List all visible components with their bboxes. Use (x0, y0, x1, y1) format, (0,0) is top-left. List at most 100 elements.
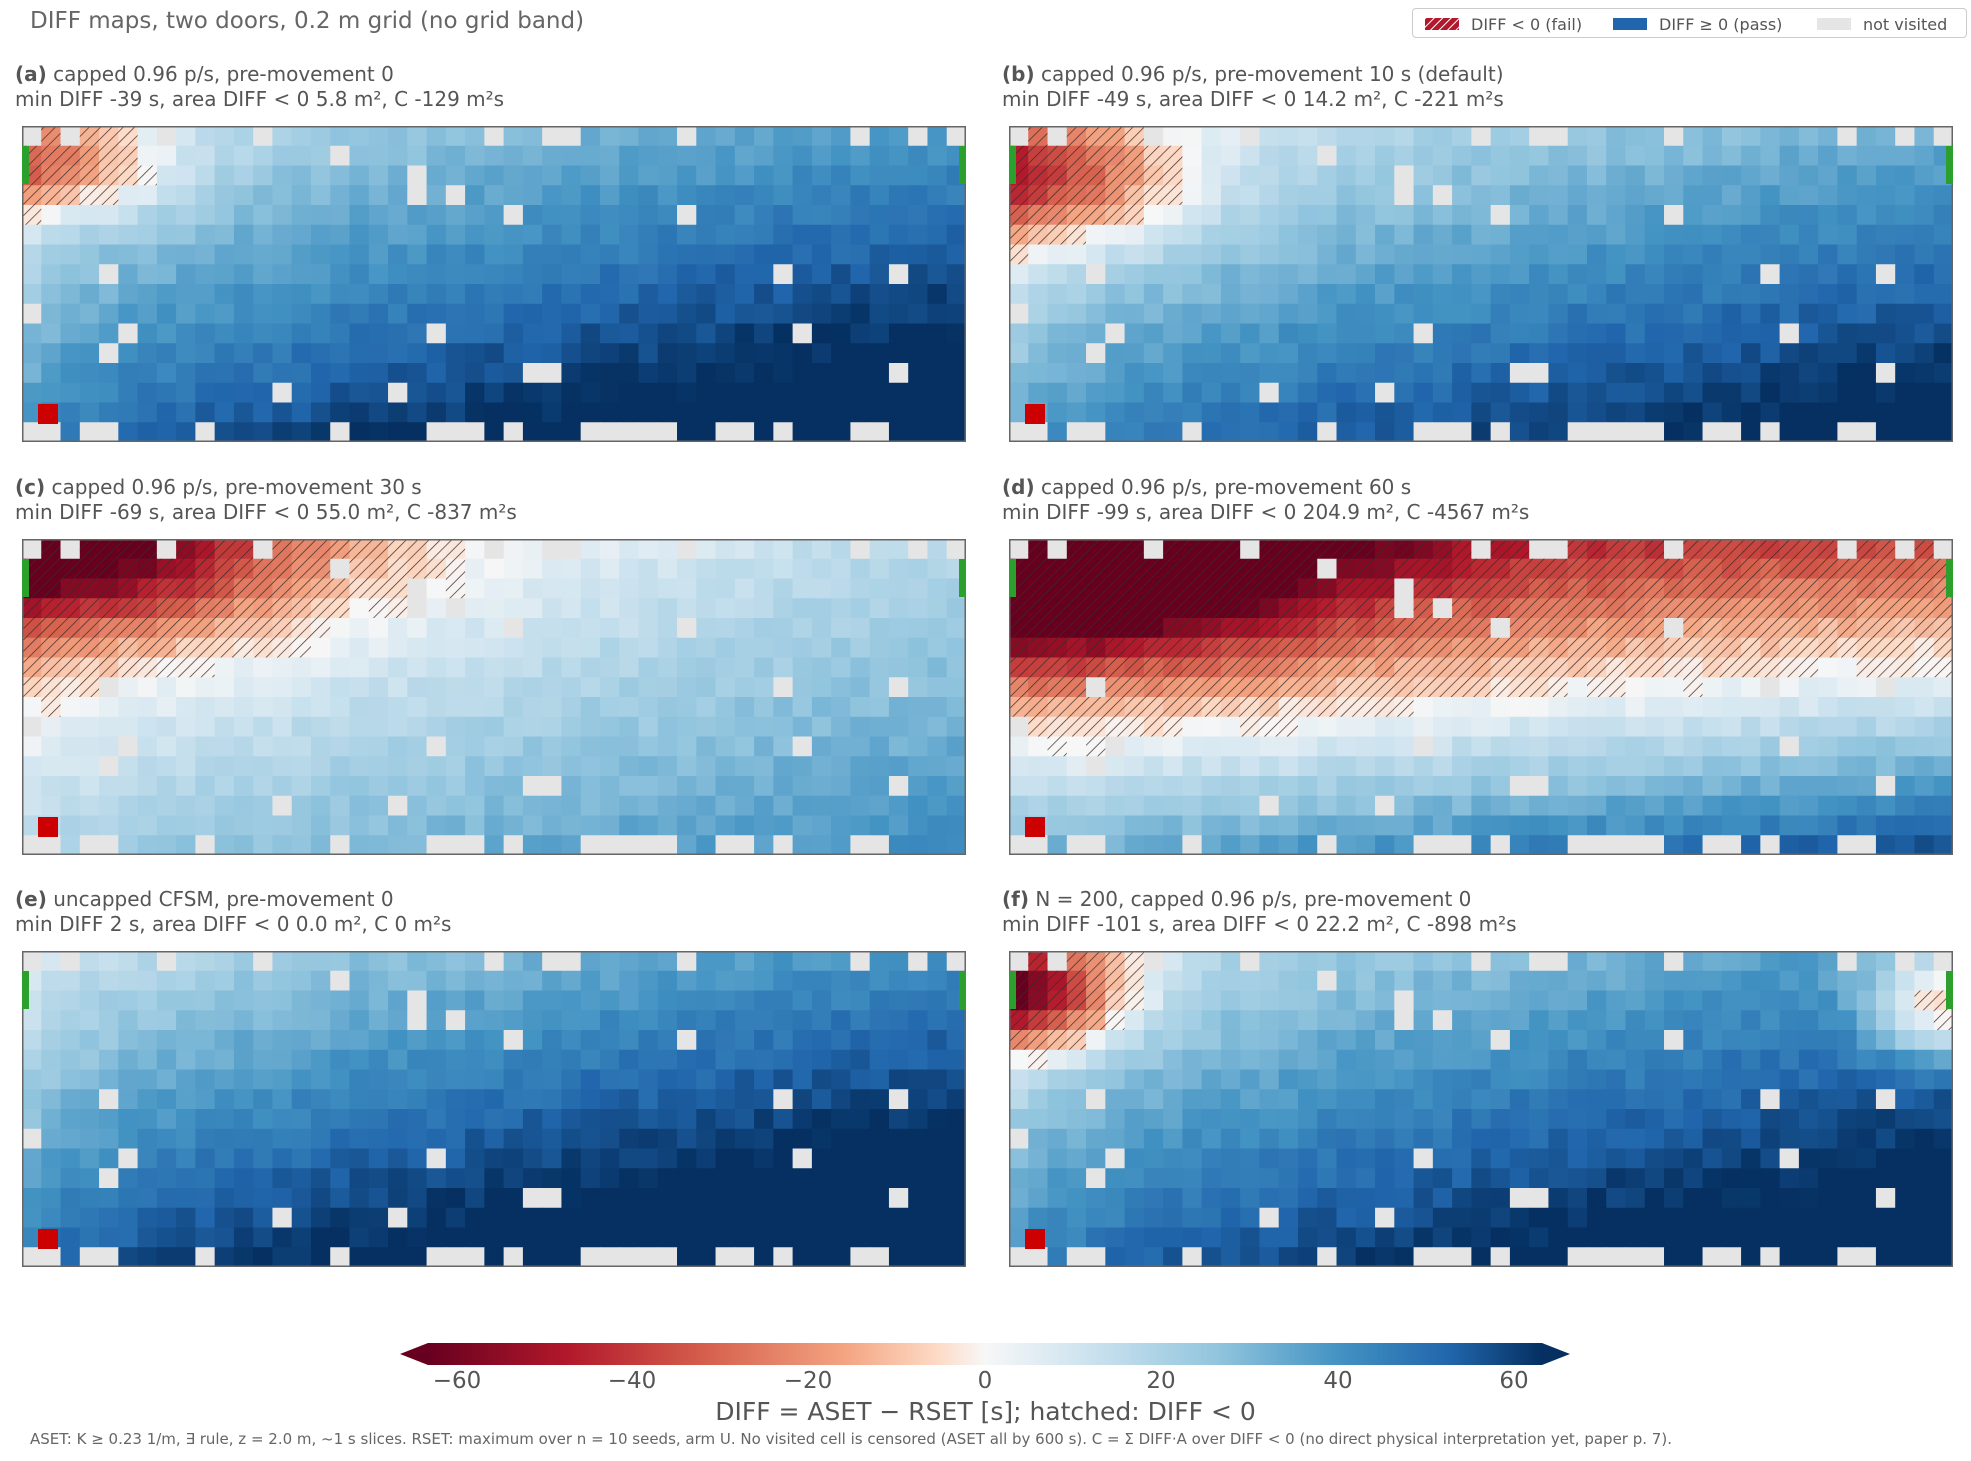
heatmap-cell (522, 402, 543, 423)
heatmap-cell (1760, 1069, 1781, 1090)
heatmap-cell-hatch (1452, 539, 1472, 560)
heatmap-cell (1895, 343, 1916, 364)
heatmap-cell (368, 951, 389, 972)
heatmap-cell-hatch (1856, 578, 1877, 599)
heatmap-cell (657, 1049, 678, 1071)
heatmap-cell (1355, 1010, 1376, 1031)
heatmap-cell (792, 1049, 813, 1071)
heatmap-cell (426, 1049, 447, 1071)
heatmap-cell (1509, 422, 1530, 442)
heatmap-cell-hatch (156, 598, 177, 619)
panel-a-heading: capped 0.96 p/s, pre-movement 0 (53, 62, 394, 86)
heatmap-cell (272, 1049, 293, 1071)
heatmap-cell (734, 776, 755, 797)
heatmap-cell (176, 303, 196, 325)
heatmap-cell-hatch (1086, 637, 1106, 659)
heatmap-cell (1683, 1089, 1704, 1110)
heatmap-cell (888, 1069, 909, 1090)
heatmap-cell-hatch (1644, 558, 1665, 580)
heatmap-cell (1586, 776, 1607, 797)
heatmap-cell (253, 970, 274, 992)
heatmap-cell (310, 145, 331, 167)
heatmap-cell (734, 637, 755, 659)
heatmap-cell-hatch (22, 618, 42, 639)
heatmap-cell (792, 697, 813, 718)
heatmap-cell (1509, 736, 1530, 757)
heatmap-cell (1047, 363, 1068, 384)
heatmap-cell (1432, 363, 1453, 384)
heatmap-cell (1664, 126, 1684, 147)
heatmap-cell-hatch (1644, 578, 1665, 599)
heatmap-cell (291, 145, 312, 167)
heatmap-cell (388, 1049, 408, 1071)
heatmap-cell (60, 1010, 81, 1031)
heatmap-cell (677, 185, 697, 206)
heatmap-cell (272, 1128, 293, 1150)
heatmap-cell-hatch (1220, 598, 1241, 619)
heatmap-cell (638, 145, 659, 167)
heatmap-cell-hatch (1240, 618, 1261, 639)
heatmap-cell (638, 1207, 659, 1229)
heatmap-cell (927, 224, 948, 246)
heatmap-cell-hatch (1702, 578, 1723, 599)
heatmap-cell (754, 1227, 774, 1248)
heatmap-cell (349, 1128, 370, 1150)
heatmap-cell (503, 637, 524, 659)
heatmap-cell (1259, 1089, 1280, 1110)
heatmap-cell (41, 264, 62, 285)
heatmap-cell (1837, 205, 1858, 226)
heatmap-cell (1028, 264, 1049, 285)
heatmap-cell-hatch (330, 598, 351, 619)
heatmap-cell (831, 1109, 852, 1130)
heatmap-cell-hatch (156, 618, 177, 639)
heatmap-cell (1856, 382, 1877, 404)
heatmap-cell (79, 970, 100, 992)
heatmap-cell (657, 736, 678, 757)
heatmap-cell (1683, 795, 1704, 817)
heatmap-cell (1606, 736, 1627, 757)
heatmap-cell (869, 1148, 890, 1169)
heatmap-cell (1683, 284, 1704, 305)
heatmap-cell (946, 756, 966, 777)
heatmap-cell (214, 1089, 235, 1110)
heatmap-cell (1413, 815, 1434, 836)
heatmap-cell (773, 264, 794, 285)
heatmap-cell-hatch (1625, 539, 1646, 560)
heatmap-cell (734, 145, 755, 167)
heatmap-cell (156, 1010, 177, 1031)
heatmap-cell (79, 1148, 100, 1169)
heatmap-cell (1240, 244, 1261, 265)
heatmap-cell (1413, 145, 1434, 167)
heatmap-cell (734, 1168, 755, 1189)
heatmap-cell (426, 343, 447, 364)
heatmap-cell (1240, 205, 1261, 226)
heatmap-cell (214, 264, 235, 285)
heatmap-cell (388, 303, 408, 325)
heatmap-cell-hatch (1086, 716, 1106, 738)
heatmap-cell (1760, 382, 1781, 404)
heatmap-cell (1105, 1089, 1126, 1110)
heatmap-cell-hatch (1124, 598, 1145, 619)
heatmap-cell (22, 323, 42, 344)
heatmap-cell (79, 1247, 100, 1267)
heatmap-cell-hatch (1914, 657, 1935, 678)
heatmap-cell (773, 1030, 794, 1051)
heatmap-cell (1567, 736, 1588, 757)
heatmap-cell (1182, 990, 1203, 1011)
heatmap-cell (1721, 185, 1742, 206)
heatmap-cell (542, 637, 563, 659)
heatmap-cell (1143, 343, 1164, 364)
heatmap-cell (580, 795, 601, 817)
heatmap-cell-hatch (41, 677, 62, 698)
heatmap-cell (869, 1089, 890, 1110)
heatmap-cell (1375, 244, 1395, 265)
heatmap-cell (1798, 205, 1819, 226)
heatmap-cell (1009, 776, 1029, 797)
heatmap-cell (1856, 224, 1877, 246)
heatmap-cell (522, 1148, 543, 1169)
heatmap-cell (1586, 697, 1607, 718)
heatmap-cell (1586, 323, 1607, 344)
panel-c-stats: min DIFF -69 s, area DIFF < 0 55.0 m², C… (15, 500, 517, 524)
heatmap-cell (1548, 970, 1569, 992)
heatmap-cell-hatch (99, 618, 119, 639)
